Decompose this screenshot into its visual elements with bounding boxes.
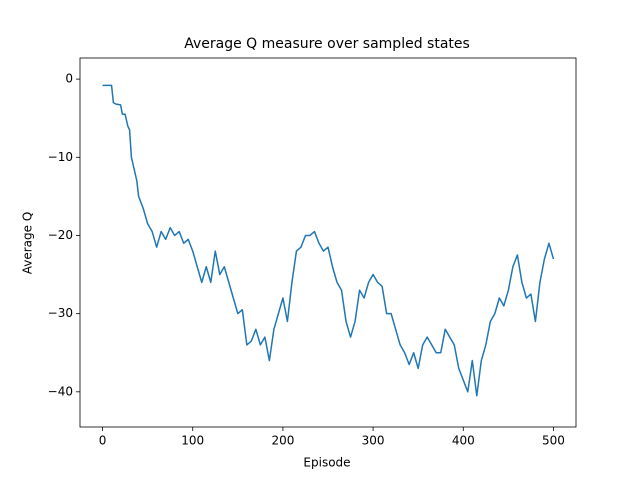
y-axis-label: Average Q (21, 212, 35, 275)
plot-area: 0 100 200 300 400 500 0 −10 −20 −30 −40 (48, 72, 565, 448)
x-tick-label: 300 (362, 434, 385, 448)
y-tick-label: −30 (48, 306, 73, 320)
axes-frame (79, 57, 577, 428)
y-tick-label: 0 (65, 72, 73, 86)
y-tick-label: −10 (48, 150, 73, 164)
x-tick-label: 400 (452, 434, 475, 448)
y-tick-label: −40 (48, 384, 73, 398)
chart-title: Average Q measure over sampled states (184, 36, 470, 52)
y-tick-label: −20 (48, 228, 73, 242)
x-tick-label: 200 (271, 434, 294, 448)
x-tick-label: 0 (99, 434, 107, 448)
x-tick-label: 500 (542, 434, 565, 448)
data-line (102, 84, 555, 397)
x-axis-label: Episode (303, 456, 350, 470)
x-tick-label: 100 (181, 434, 204, 448)
